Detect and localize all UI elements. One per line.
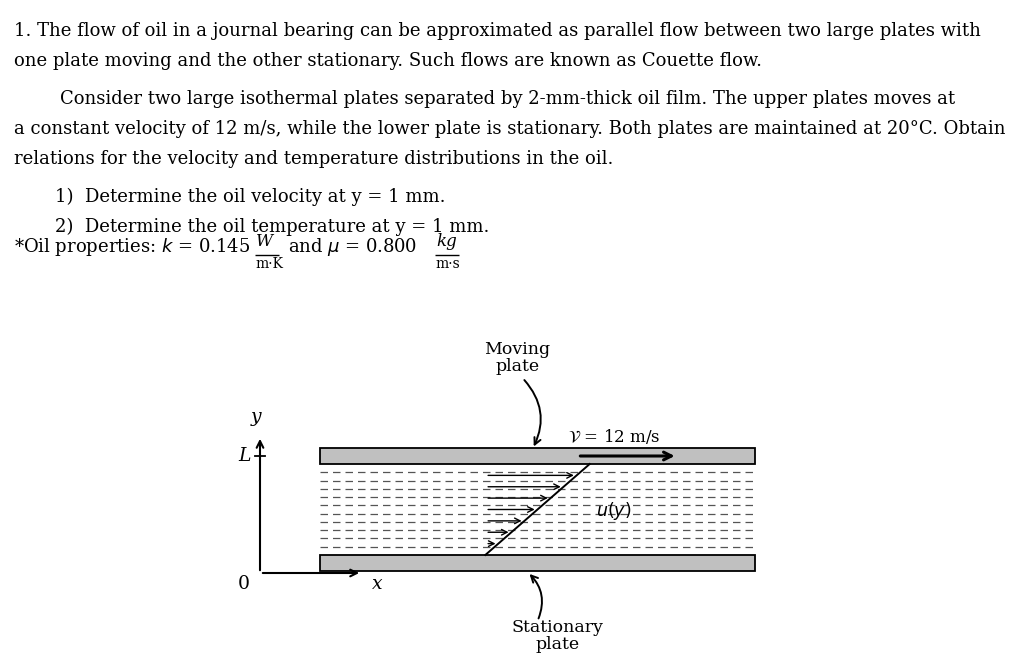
Bar: [319, 555, 755, 571]
Text: plate: plate: [496, 358, 540, 375]
Text: 1)  Determine the oil velocity at y = 1 mm.: 1) Determine the oil velocity at y = 1 m…: [55, 188, 445, 206]
Text: Moving: Moving: [484, 341, 551, 358]
Text: L: L: [239, 447, 251, 465]
Text: $u(y)$: $u(y)$: [596, 501, 631, 522]
Text: m·K: m·K: [255, 257, 283, 271]
Text: W: W: [256, 233, 273, 250]
Text: a constant velocity of 12 m/s, while the lower plate is stationary. Both plates : a constant velocity of 12 m/s, while the…: [14, 120, 1006, 138]
Text: y: y: [251, 408, 261, 426]
Text: $\mathcal{V}$ = 12 m/s: $\mathcal{V}$ = 12 m/s: [567, 427, 660, 446]
Text: relations for the velocity and temperature distributions in the oil.: relations for the velocity and temperatu…: [14, 150, 613, 168]
Text: Stationary: Stationary: [512, 619, 603, 636]
Text: kg: kg: [436, 233, 457, 250]
Text: 1. The flow of oil in a journal bearing can be approximated as parallel flow bet: 1. The flow of oil in a journal bearing …: [14, 22, 981, 40]
Bar: [319, 448, 755, 464]
Text: *Oil properties: $k$ = 0.145: *Oil properties: $k$ = 0.145: [14, 236, 251, 258]
Text: 2)  Determine the oil temperature at y = 1 mm.: 2) Determine the oil temperature at y = …: [55, 218, 489, 237]
Text: Consider two large isothermal plates separated by 2-mm-thick oil film. The upper: Consider two large isothermal plates sep…: [14, 90, 955, 108]
Text: plate: plate: [536, 636, 580, 653]
Text: 0: 0: [238, 575, 250, 593]
Text: x: x: [372, 575, 383, 593]
Text: m·s: m·s: [435, 257, 460, 271]
Text: and $\mu$ = 0.800: and $\mu$ = 0.800: [288, 236, 417, 258]
Text: one plate moving and the other stationary. Such flows are known as Couette flow.: one plate moving and the other stationar…: [14, 52, 762, 70]
